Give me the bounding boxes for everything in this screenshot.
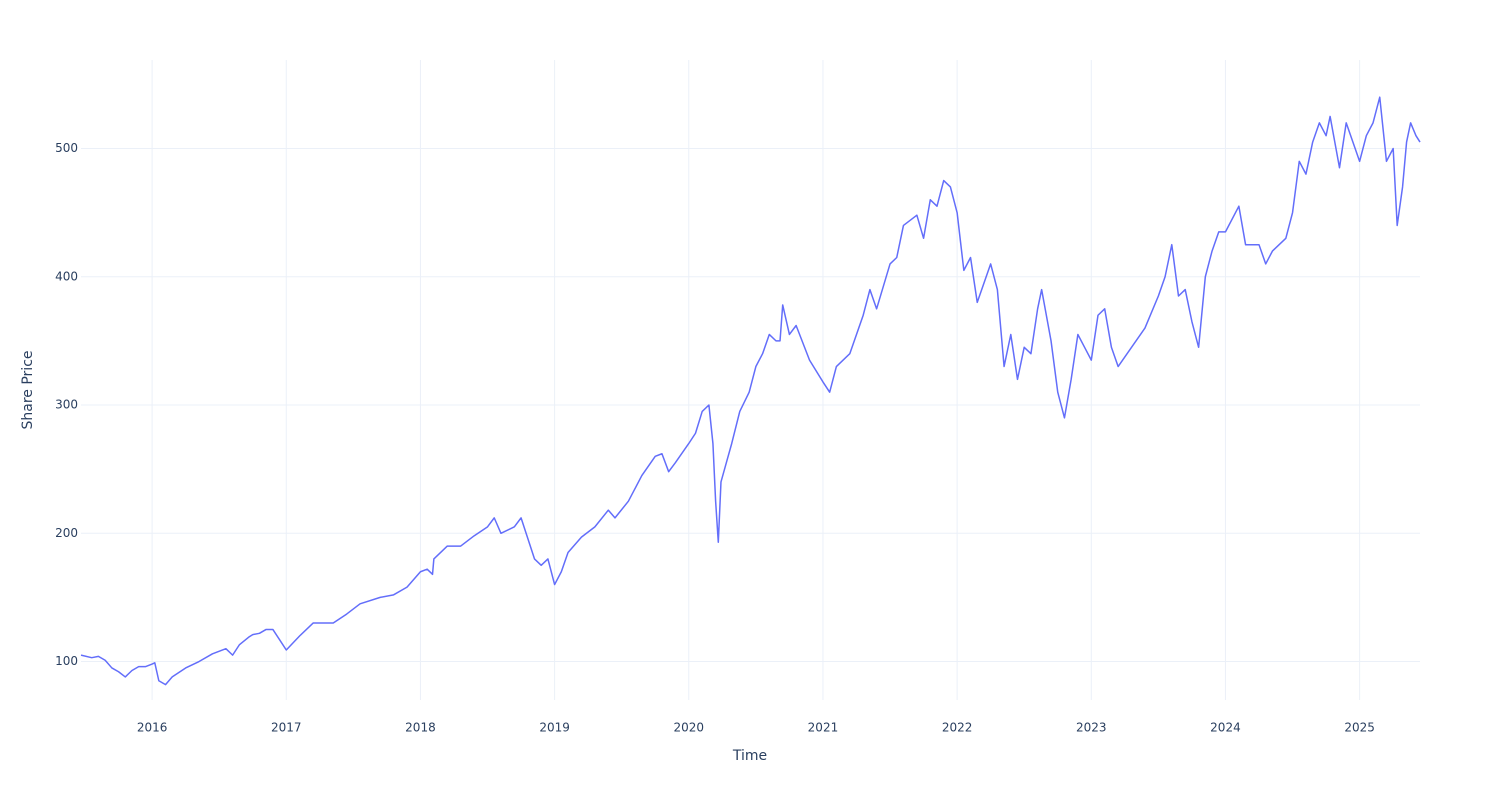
x-tick-label: 2021	[808, 721, 839, 735]
x-tick-label: 2016	[137, 721, 168, 735]
y-tick-label: 100	[55, 654, 78, 668]
y-axis-title: Share Price	[20, 350, 36, 429]
x-tick-label: 2025	[1344, 721, 1375, 735]
y-tick-label: 500	[55, 141, 78, 155]
x-tick-label: 2017	[271, 721, 302, 735]
x-axis-title: Time	[732, 748, 767, 764]
y-tick-label: 200	[55, 526, 78, 540]
price-line	[80, 96, 1421, 686]
y-tick-label: 400	[55, 269, 78, 283]
x-tick-label: 2020	[674, 721, 705, 735]
x-tick-label: 2018	[405, 721, 436, 735]
x-tick-label: 2024	[1210, 721, 1241, 735]
x-tick-label: 2019	[539, 721, 570, 735]
x-tick-label: 2022	[942, 721, 973, 735]
y-tick-label: 300	[55, 398, 78, 412]
x-tick-label: 2023	[1076, 721, 1107, 735]
